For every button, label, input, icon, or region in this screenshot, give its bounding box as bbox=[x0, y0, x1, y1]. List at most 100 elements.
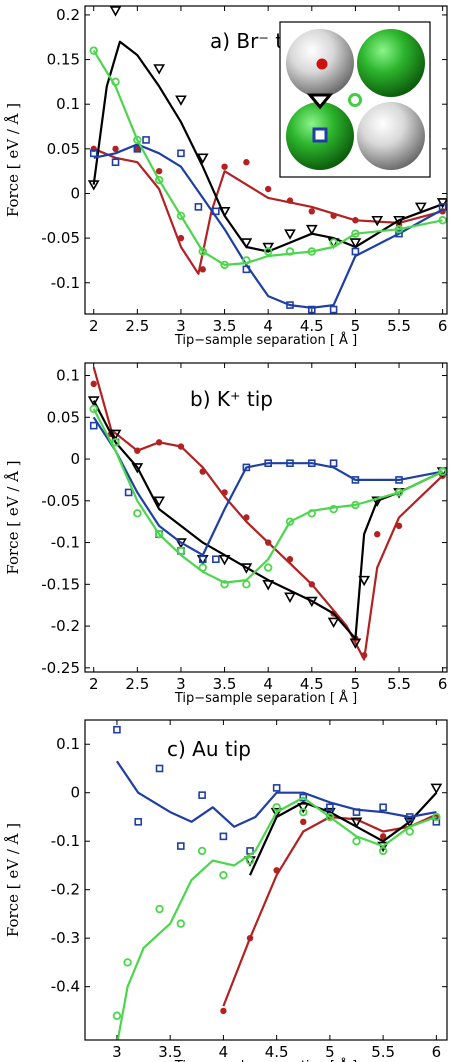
data-point bbox=[87, 396, 100, 407]
data-point bbox=[212, 555, 220, 564]
data-point bbox=[352, 837, 361, 846]
x-tick-label: 2 bbox=[89, 317, 99, 335]
data-point bbox=[218, 554, 231, 566]
data-point bbox=[242, 580, 251, 589]
x-tick-label: 5.5 bbox=[371, 1043, 395, 1061]
data-point bbox=[374, 531, 381, 538]
series-line bbox=[248, 791, 438, 876]
data-point bbox=[111, 77, 120, 87]
data-point bbox=[177, 842, 185, 850]
x-tick-label: 4.5 bbox=[300, 675, 324, 693]
y-tick-label: 0.05 bbox=[47, 408, 80, 426]
data-point bbox=[308, 208, 315, 215]
inset-atoms bbox=[279, 21, 431, 178]
data-point bbox=[349, 638, 362, 649]
data-point bbox=[242, 463, 251, 472]
data-point bbox=[134, 447, 141, 454]
data-point bbox=[154, 175, 164, 185]
plot-frame bbox=[84, 719, 448, 1041]
data-point bbox=[414, 202, 427, 214]
x-tick-label: 5.5 bbox=[387, 317, 411, 335]
data-point bbox=[394, 488, 404, 497]
data-point bbox=[351, 247, 360, 256]
series-1 bbox=[90, 366, 446, 661]
data-point bbox=[240, 238, 253, 249]
data-point bbox=[327, 617, 340, 629]
data-point bbox=[153, 496, 166, 507]
data-point bbox=[285, 517, 295, 526]
y-tick-label: -0.3 bbox=[51, 929, 80, 947]
y-tick-label: 0.15 bbox=[47, 51, 80, 69]
data-point bbox=[351, 229, 360, 238]
y-tick-label: 0.1 bbox=[56, 367, 80, 385]
y-tick-label: -0.1 bbox=[51, 274, 80, 292]
data-point bbox=[134, 145, 141, 153]
data-point bbox=[299, 807, 308, 817]
data-point bbox=[133, 145, 142, 153]
y-tick-label: 0 bbox=[70, 784, 80, 802]
data-point bbox=[325, 812, 335, 822]
plot-frame bbox=[84, 5, 448, 315]
y-tick-label: -0.15 bbox=[41, 575, 80, 593]
data-point bbox=[378, 846, 388, 856]
data-point bbox=[245, 856, 255, 865]
data-point bbox=[436, 198, 447, 209]
data-point bbox=[286, 459, 294, 468]
data-point bbox=[262, 580, 275, 591]
data-point bbox=[263, 563, 273, 572]
data-point bbox=[324, 807, 336, 819]
x-tick-label: 6 bbox=[432, 1043, 442, 1061]
data-point bbox=[272, 784, 281, 792]
series-line bbox=[116, 796, 437, 1040]
y-tick-label: -0.2 bbox=[51, 617, 80, 635]
data-point bbox=[89, 404, 98, 414]
data-point bbox=[405, 827, 414, 836]
x-tick-label: 4.5 bbox=[300, 317, 324, 335]
data-point bbox=[212, 207, 220, 216]
x-tick-label: 3.5 bbox=[213, 675, 237, 693]
data-point bbox=[438, 467, 447, 476]
data-point bbox=[246, 934, 254, 942]
data-point bbox=[307, 509, 316, 518]
x-axis-label: Tip−sample separation [ Å ] bbox=[174, 1058, 357, 1062]
data-point bbox=[198, 563, 207, 572]
data-point bbox=[198, 555, 207, 564]
data-point bbox=[329, 305, 338, 314]
data-point bbox=[307, 247, 316, 256]
x-tick-label: 4 bbox=[219, 1043, 229, 1061]
series-line bbox=[93, 147, 443, 275]
data-point bbox=[89, 46, 98, 55]
data-point bbox=[113, 725, 121, 734]
data-point bbox=[111, 158, 120, 167]
data-point bbox=[329, 504, 338, 514]
data-point bbox=[305, 224, 318, 236]
x-tick-label: 2.5 bbox=[125, 317, 149, 335]
data-point bbox=[264, 539, 272, 546]
data-point bbox=[176, 211, 186, 220]
series-line bbox=[222, 813, 437, 1007]
data-point bbox=[330, 212, 337, 219]
chart-panel-2: 2 2.5 3 3.5 4 4.5 5 5.5 6 0.1 0.05 0 -0.05 -0.1 -0.15 -… bbox=[4, 362, 448, 706]
series-line bbox=[93, 143, 444, 309]
data-point bbox=[142, 136, 150, 144]
x-tick-label: 3.5 bbox=[158, 1043, 182, 1061]
data-point bbox=[89, 149, 98, 158]
data-point bbox=[352, 808, 361, 816]
data-point bbox=[131, 463, 144, 474]
x-tick-label: 3 bbox=[176, 317, 186, 335]
y-axis-label: Force [ eV / Å ] bbox=[4, 823, 22, 937]
data-point bbox=[220, 1007, 227, 1015]
data-point bbox=[176, 546, 186, 556]
data-point bbox=[285, 247, 295, 256]
data-point bbox=[286, 556, 294, 563]
data-point bbox=[177, 234, 185, 242]
y-tick-label: -0.2 bbox=[51, 881, 80, 899]
plot-frame bbox=[84, 362, 448, 673]
data-point bbox=[199, 468, 206, 475]
x-tick-label: 2.5 bbox=[125, 675, 149, 693]
data-point bbox=[194, 203, 203, 211]
data-point bbox=[243, 514, 250, 521]
data-point bbox=[176, 919, 186, 928]
series-line bbox=[92, 366, 444, 661]
